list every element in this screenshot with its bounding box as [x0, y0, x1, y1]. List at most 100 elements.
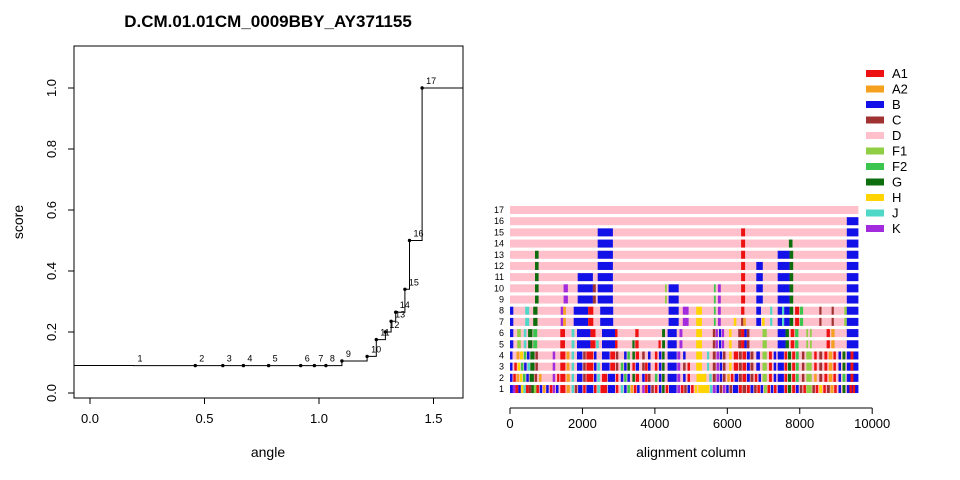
row-segment: [713, 317, 716, 326]
row-label: 7: [499, 317, 504, 327]
row-segment: [687, 373, 690, 382]
row-segment: [560, 351, 566, 360]
legend-item: F2: [866, 159, 907, 174]
legend-swatch-A1: [866, 70, 884, 77]
row-segment: [738, 362, 742, 371]
row-segment: [730, 373, 734, 382]
row-segment: [782, 306, 785, 315]
row-segment: [586, 362, 594, 371]
row-segment: [746, 362, 750, 371]
row-segment: [665, 295, 667, 304]
row-segment: [846, 306, 859, 315]
row-segment: [723, 362, 726, 371]
row-segment: [763, 385, 767, 394]
row-segment: [635, 351, 639, 360]
row-base-bar: [510, 228, 859, 237]
row-segment: [645, 373, 648, 382]
row-segment: [669, 385, 677, 394]
row-segment: [527, 351, 530, 360]
row-segment: [729, 351, 732, 360]
row-segment: [677, 362, 681, 371]
row-segment: [792, 385, 796, 394]
alignment-row: [510, 284, 859, 293]
row-segment: [784, 317, 790, 326]
row-segment: [571, 385, 575, 394]
data-point: [312, 363, 317, 368]
row-segment: [707, 351, 710, 360]
row-segment: [615, 329, 618, 338]
row-segment: [571, 373, 575, 382]
point-label: 17: [426, 76, 436, 86]
row-segment: [687, 362, 690, 371]
row-segment: [662, 351, 665, 360]
row-segment: [691, 385, 694, 394]
row-segment: [819, 362, 823, 371]
row-segment: [597, 273, 613, 282]
row-segment: [709, 385, 713, 394]
row-segment: [814, 362, 817, 371]
row-segment: [814, 373, 817, 382]
row-segment: [795, 340, 799, 349]
legend-swatch-B: [866, 101, 884, 108]
row-segment: [838, 385, 841, 394]
row-segment: [523, 385, 526, 394]
row-segment: [620, 373, 624, 382]
row-segment: [846, 273, 859, 282]
row-segment: [560, 340, 565, 349]
legend-label: D: [892, 128, 901, 143]
row-segment: [846, 284, 859, 293]
row-segment: [738, 351, 742, 360]
row-segment: [577, 373, 583, 382]
row-segment: [696, 329, 702, 338]
row-segment: [742, 373, 747, 382]
legend-label: C: [892, 113, 901, 128]
y-tick-label: 0.2: [44, 323, 59, 341]
row-segment: [849, 385, 852, 394]
data-point: [394, 310, 398, 314]
legend-swatch-K: [866, 225, 884, 232]
row-segment: [651, 385, 654, 394]
row-segment: [784, 373, 787, 382]
row-segment: [586, 351, 594, 360]
row-segment: [573, 317, 589, 326]
row-segment: [756, 261, 763, 270]
row-label: 8: [499, 306, 504, 316]
row-segment: [789, 317, 794, 326]
row-segment: [535, 284, 539, 293]
row-label: 17: [494, 205, 504, 215]
row-segment: [658, 351, 662, 360]
row-segment: [726, 385, 729, 394]
row-segment: [801, 373, 805, 382]
row-segment: [583, 373, 586, 382]
row-segment: [648, 351, 651, 360]
alignment-row: [510, 228, 859, 237]
row-segment: [806, 362, 812, 371]
row-segment: [665, 284, 667, 293]
left-plot-box: [73, 45, 464, 399]
row-segment: [529, 373, 534, 382]
row-segment: [577, 329, 591, 338]
row-segment: [560, 329, 565, 338]
legend-label: G: [892, 175, 902, 190]
row-segment: [850, 373, 854, 382]
row-segment: [734, 373, 739, 382]
row-segment: [719, 373, 723, 382]
row-segment: [615, 351, 619, 360]
row-segment: [530, 362, 535, 371]
alignment-row: [510, 385, 859, 394]
legend-swatch-H: [866, 194, 884, 201]
row-segment: [536, 385, 539, 394]
row-segment: [556, 385, 559, 394]
row-segment: [733, 362, 739, 371]
row-segment: [648, 362, 651, 371]
row-segment: [787, 362, 792, 371]
row-segment: [717, 306, 721, 315]
row-segment: [514, 362, 517, 371]
row-segment: [799, 306, 804, 315]
row-segment: [607, 373, 615, 382]
row-segment: [583, 385, 586, 394]
row-segment: [624, 351, 627, 360]
row-segment: [667, 373, 677, 382]
row-segment: [592, 284, 596, 293]
